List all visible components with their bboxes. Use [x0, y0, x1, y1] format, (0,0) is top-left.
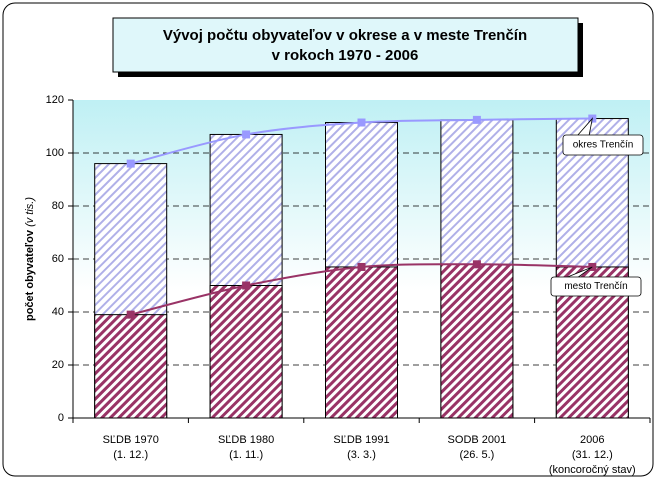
x-tick-label: SĽDB 1970	[103, 434, 159, 446]
y-tick-label: 60	[52, 253, 64, 265]
y-axis-label: počet obyvateľov (v tis.)	[24, 197, 36, 321]
bar	[440, 263, 514, 419]
legend-label: okres Trenčín	[573, 140, 634, 151]
callout-pointer	[576, 117, 593, 137]
y-tick-label: 0	[58, 412, 64, 424]
title-box	[112, 17, 579, 73]
y-tick-label: 80	[52, 200, 64, 212]
marker	[126, 159, 135, 168]
bar	[209, 285, 283, 419]
x-tick-label: (26. 5.)	[459, 449, 494, 461]
y-tick-label: 40	[52, 306, 64, 318]
bar	[94, 314, 168, 419]
marker	[357, 118, 366, 127]
chart-title: v rokoch 1970 - 2006	[272, 47, 419, 64]
x-tick-label: (31. 12.)	[572, 449, 613, 461]
y-tick-label: 120	[46, 94, 64, 106]
bar	[325, 266, 398, 419]
callout-box	[562, 134, 644, 156]
marker	[242, 281, 251, 290]
marker	[126, 310, 135, 319]
marker	[472, 115, 481, 124]
x-tick-label: (koncoročný stav)	[549, 464, 636, 476]
x-tick-label: 2006	[580, 434, 604, 446]
x-tick-label: (1. 12.)	[113, 449, 148, 461]
x-tick-label: SĽDB 1991	[333, 434, 389, 446]
callout-box	[550, 276, 642, 297]
x-tick-label: (3. 3.)	[347, 449, 376, 461]
marker	[357, 262, 366, 271]
marker	[472, 260, 481, 269]
chart-title: Vývoj počtu obyvateľov v okrese a v mest…	[163, 27, 527, 44]
y-axis-label-text: počet obyvateľov	[24, 229, 36, 321]
legend-label: mesto Trenčín	[564, 281, 627, 292]
x-tick-label: SODB 2001	[448, 434, 507, 446]
y-axis-unit: (v tis.)	[24, 197, 36, 227]
y-tick-label: 100	[46, 147, 64, 159]
x-tick-label: SĽDB 1980	[218, 434, 274, 446]
x-tick-label: (1. 11.)	[229, 449, 263, 461]
y-tick-label: 20	[52, 359, 64, 371]
marker	[242, 130, 251, 139]
callout-pointer	[564, 266, 593, 279]
